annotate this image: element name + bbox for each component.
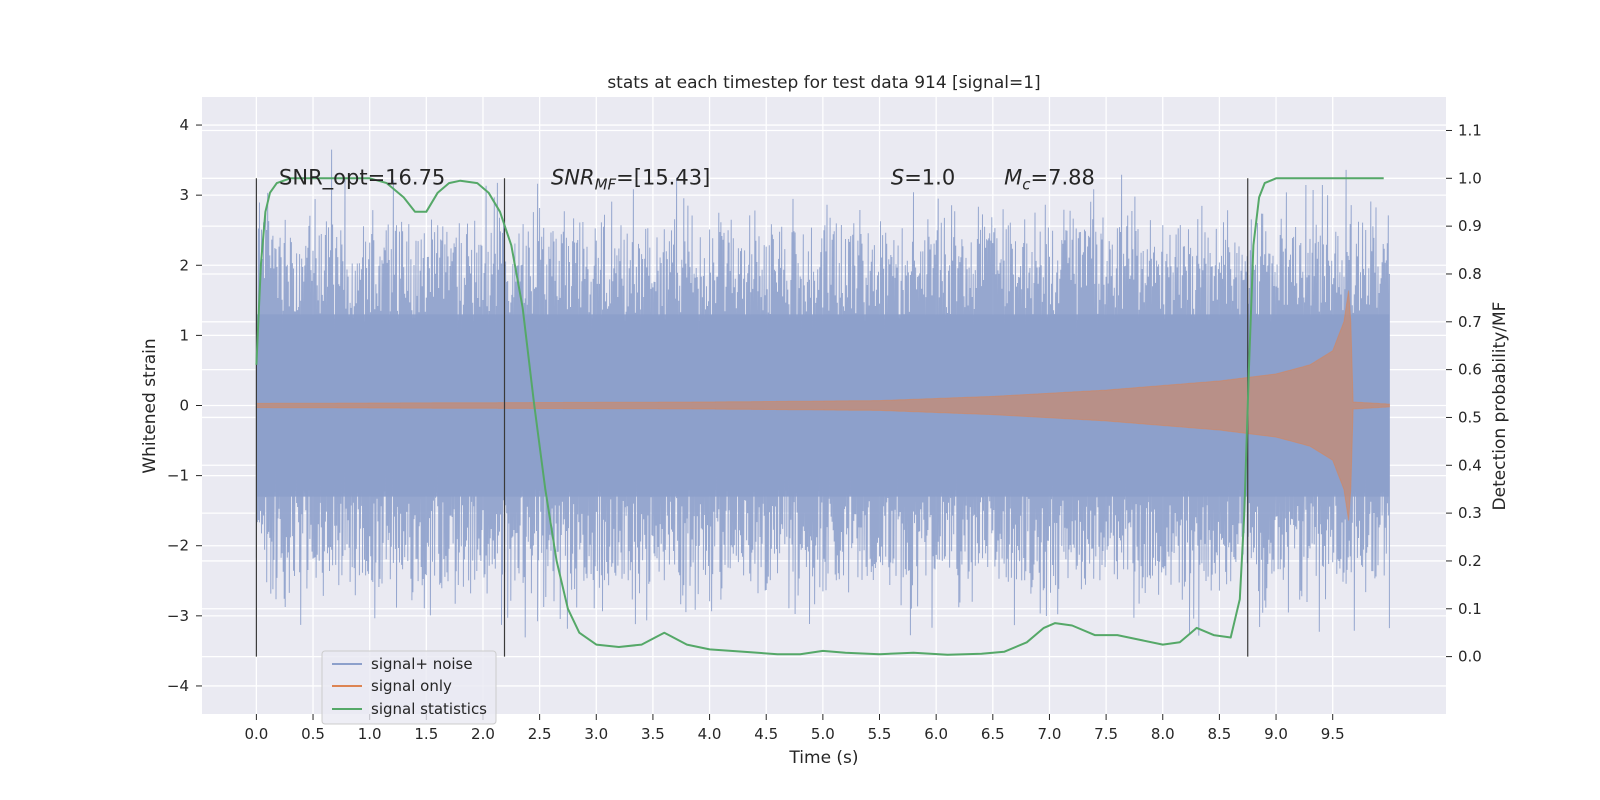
y2-tick-label: 0.0 <box>1458 648 1482 666</box>
y2-tick-label: 0.4 <box>1458 456 1482 474</box>
x-tick-label: 8.0 <box>1151 725 1175 743</box>
series-layer <box>255 149 1390 638</box>
x-tick-label: 9.0 <box>1264 725 1288 743</box>
series-signal-statistics <box>255 177 1384 656</box>
y-tick-label: 3 <box>179 186 189 204</box>
x-tick-label: 2.5 <box>528 725 552 743</box>
y-tick-label: 0 <box>179 397 189 415</box>
x-tick-label: 5.0 <box>811 725 835 743</box>
y2-ticks: 1.1 1.0 0.9 0.8 0.7 0.6 0.5 0.4 0.3 0.2 0.1 0.0 <box>1446 121 1482 666</box>
x-tick-label: 6.0 <box>924 725 948 743</box>
x-tick-label: 1.5 <box>414 725 438 743</box>
x-tick-label: 3.5 <box>641 725 665 743</box>
x-tick-label: 5.5 <box>868 725 892 743</box>
y2-tick-label: 0.9 <box>1458 217 1482 235</box>
y-tick-label: −2 <box>167 537 189 555</box>
series-signal-only <box>255 290 1390 521</box>
y-tick-label: 1 <box>179 326 189 344</box>
y2-tick-label: 0.7 <box>1458 313 1482 331</box>
annotation-1: SNRMF=[15.43] <box>551 166 710 194</box>
y-tick-label: 4 <box>179 116 189 134</box>
y2-tick-label: 0.6 <box>1458 361 1482 379</box>
legend-box <box>321 650 497 725</box>
y2-tick-label: 1.0 <box>1458 169 1482 187</box>
x-tick-label: 7.0 <box>1038 725 1062 743</box>
x-tick-label: 4.0 <box>698 725 722 743</box>
x-tick-label: 3.0 <box>584 725 608 743</box>
legend-label-signal-statistics: signal statistics <box>371 700 487 718</box>
y-tick-label: 2 <box>179 256 189 274</box>
y2-tick-label: 0.3 <box>1458 504 1482 522</box>
x-tick-label: 1.0 <box>358 725 382 743</box>
y2-tick-label: 0.2 <box>1458 552 1482 570</box>
y2-tick-label: 0.5 <box>1458 408 1482 426</box>
y2-tick-label: 1.1 <box>1458 121 1482 139</box>
y2-axis-label: Detection probability/MF <box>1490 302 1510 511</box>
x-tick-label: 7.5 <box>1094 725 1118 743</box>
x-tick-label: 6.5 <box>981 725 1005 743</box>
x-tick-label: 2.0 <box>471 725 495 743</box>
annotation-3: Mc=7.88 <box>1004 166 1095 194</box>
x-tick-label: 4.5 <box>754 725 778 743</box>
x-tick-label: 0.0 <box>244 725 268 743</box>
series-signal-noise <box>255 149 1390 638</box>
annotations: SNR_opt=16.75 SNRMF=[15.43] S=1.0 Mc=7.88 <box>279 166 1095 194</box>
stat-layer <box>255 177 1384 656</box>
x-tick-label: 8.5 <box>1207 725 1231 743</box>
legend: signal+ noise signal only signal statist… <box>321 650 497 725</box>
y2-tick-label: 0.1 <box>1458 600 1482 618</box>
x-ticks: 0.0 0.5 1.0 1.5 2.0 2.5 3.0 3.5 4.0 4.5 5.0 5.5 6.0 6… <box>244 714 1345 743</box>
chart-title: stats at each timestep for test data 914… <box>607 73 1040 93</box>
x-tick-label: 9.5 <box>1321 725 1345 743</box>
annotation-2: S=1.0 <box>891 166 955 190</box>
y-tick-label: −4 <box>167 677 189 695</box>
y-ticks: 4 3 2 1 0 −1 −2 −3 −4 <box>167 116 202 695</box>
y2-tick-label: 0.8 <box>1458 265 1482 283</box>
x-axis-label: Time (s) <box>788 748 858 768</box>
annotation-0: SNR_opt=16.75 <box>279 166 445 191</box>
y-tick-label: −3 <box>167 607 189 625</box>
y-tick-label: −1 <box>167 467 189 485</box>
y-axis-label: Whitened strain <box>140 338 160 473</box>
x-tick-label: 0.5 <box>301 725 325 743</box>
legend-label-signal-noise: signal+ noise <box>371 655 473 673</box>
legend-label-signal-only: signal only <box>371 677 452 695</box>
